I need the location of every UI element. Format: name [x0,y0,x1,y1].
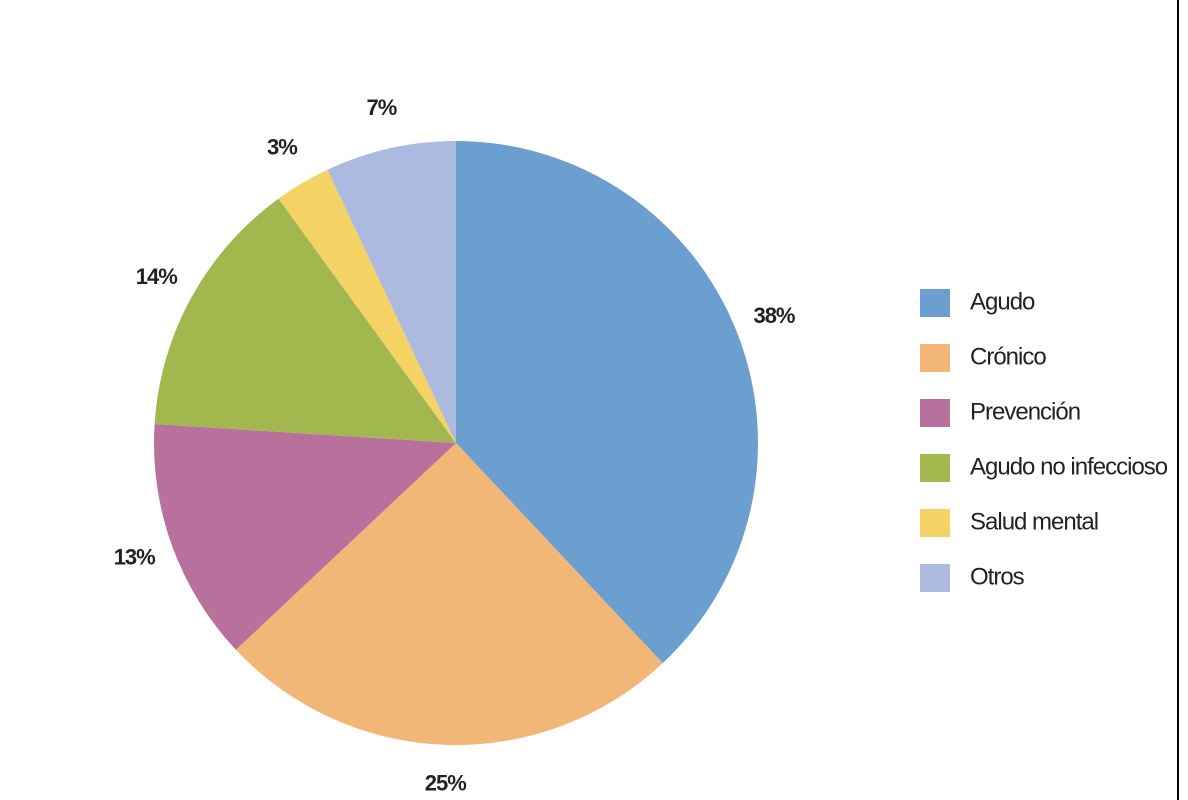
legend-label: Agudo [970,288,1035,315]
pie-slice [154,198,456,443]
legend-swatch [920,564,950,592]
data-label: 25% [425,771,466,796]
legend-swatch [920,399,950,427]
pie-slice [327,141,456,443]
legend-label: Otros [970,563,1025,590]
legend-swatch [920,509,950,537]
pie-slice [154,424,456,650]
data-label: 38% [753,303,794,328]
data-label: 3% [267,134,297,159]
legend-swatch [920,454,950,482]
legend-label: Agudo no infeccioso [970,453,1168,480]
data-label: 13% [114,545,155,570]
legend-label: Prevención [970,398,1080,425]
pie-slice [235,443,663,745]
pie-slice [456,141,758,664]
legend-label: Crónico [970,343,1046,370]
legend-swatch [920,344,950,372]
pie-slice [278,169,456,443]
legend-swatch [920,289,950,317]
legend-label: Salud mental [970,508,1098,535]
data-label: 14% [136,264,177,289]
data-label: 7% [366,95,396,120]
